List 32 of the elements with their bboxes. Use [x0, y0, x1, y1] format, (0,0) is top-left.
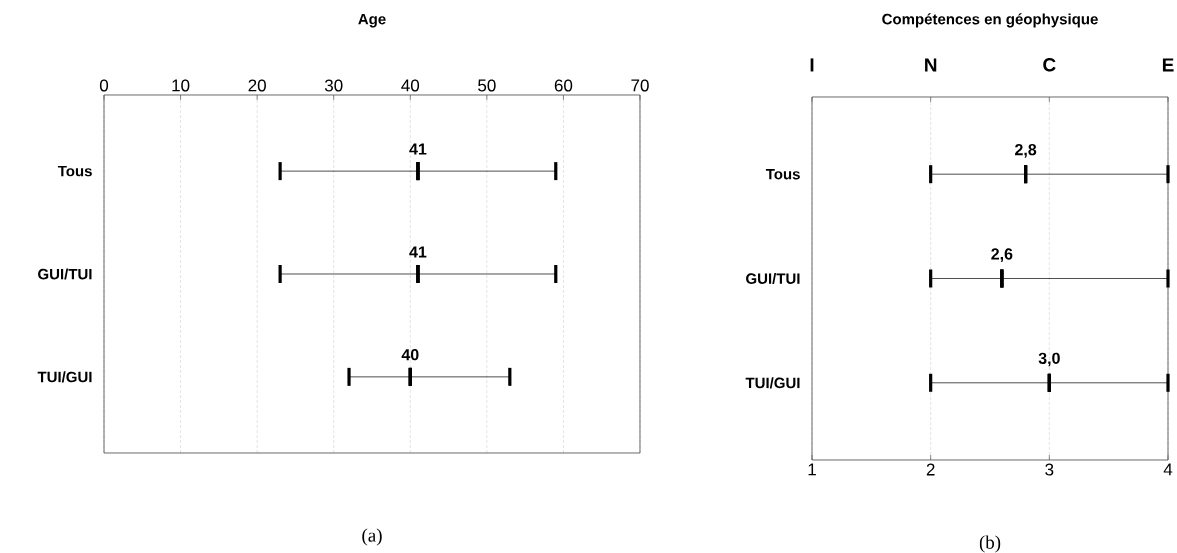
annotation: 2,8 [1015, 144, 1037, 158]
x-tick-label: 3 [1045, 463, 1054, 476]
x-tick-label: 0 [99, 79, 109, 92]
y-tick-label: GUI/TUI [746, 272, 800, 285]
text: (b) [979, 535, 1001, 553]
text: N [925, 58, 937, 72]
x-tick-label: 1 [808, 463, 816, 476]
x-tick-label: 50 [478, 79, 496, 92]
annotation: 41 [409, 143, 427, 155]
y-tick-label: Tous [765, 168, 800, 180]
annotation: 3,0 [1038, 352, 1060, 367]
annotation: 2,6 [991, 248, 1013, 262]
text: C [1043, 58, 1056, 72]
x-tick-label: 10 [172, 79, 190, 92]
chart-title: Compétences en géophysique [882, 13, 1098, 28]
x-tick-label: 30 [324, 79, 343, 92]
y-tick-label: GUI/TUI [38, 268, 92, 280]
text: (a) [362, 528, 382, 546]
annotation: 41 [409, 246, 427, 258]
x-tick-label: 20 [248, 79, 266, 92]
x-tick-label: 70 [631, 79, 649, 92]
y-tick-label: TUI/GUI [37, 371, 92, 383]
text: E [1162, 58, 1174, 72]
x-tick-label: 2 [926, 463, 935, 476]
y-tick-label: TUI/GUI [745, 377, 800, 389]
annotation: 40 [401, 349, 419, 361]
x-tick-label: 4 [1163, 463, 1173, 476]
text: I [810, 58, 814, 72]
x-tick-label: 40 [401, 79, 420, 92]
y-tick-label: Tous [57, 165, 92, 177]
x-tick-label: 60 [554, 79, 573, 92]
chart-title: Age [358, 13, 386, 28]
